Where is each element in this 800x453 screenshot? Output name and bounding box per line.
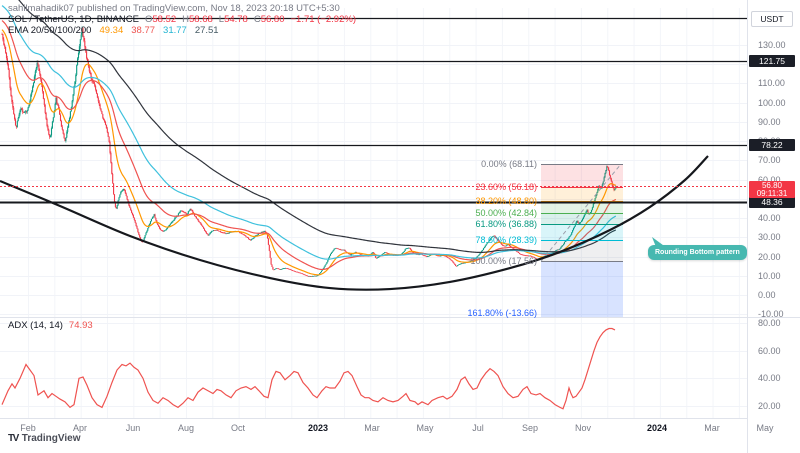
fib-level-label: 61.80% (36.88) xyxy=(475,219,537,230)
price-tick: 110.00 xyxy=(758,78,785,89)
time-tick: Oct xyxy=(230,423,245,433)
tradingview-logo-text: TradingView xyxy=(21,433,81,444)
price-tick: 130.00 xyxy=(758,40,786,50)
adx-tick: 60.00 xyxy=(758,345,781,356)
ohlc-value: 54.78 xyxy=(224,13,248,25)
adx-legend[interactable]: ADX (14, 14) 74.93 xyxy=(8,320,93,331)
time-tick-year: 2023 xyxy=(307,423,329,433)
fib-level-label: 23.60% (56.18) xyxy=(475,181,537,192)
ohlc-value: 58.68 xyxy=(188,13,213,25)
ohlc-key: C xyxy=(253,13,261,25)
tradingview-logo[interactable]: TV TradingView xyxy=(8,433,81,444)
symbol-title: SOL / TetherUS, 1D, BINANCE xyxy=(8,13,139,25)
fib-level-label: 78.60% (28.39) xyxy=(475,235,537,246)
ema-legend-label: EMA 20/50/100/200 xyxy=(8,25,92,36)
time-tick: Apr xyxy=(72,423,87,433)
price-tick: 100.00 xyxy=(758,97,786,108)
adx-tick: 40.00 xyxy=(758,373,781,384)
time-tick: Aug xyxy=(177,423,194,433)
ohlc-key: L xyxy=(218,13,225,25)
time-tick: Nov xyxy=(574,423,591,433)
time-tick: Mar xyxy=(364,423,380,433)
fib-level-label: 38.20% (48.80) xyxy=(475,196,537,207)
ohlc-value: 58.52 xyxy=(152,13,177,25)
ohlc-key: H xyxy=(182,13,189,25)
last-price: 56.80 xyxy=(761,180,783,190)
time-tick: May xyxy=(416,423,434,433)
price-tick: 20.00 xyxy=(758,251,781,262)
price-axis[interactable]: USDT 130.00 110.00 100.00 90.00 80.00 70.00 60… xyxy=(747,0,800,453)
time-axis[interactable]: Feb Apr Jun Aug Oct 2023 Mar May Jul Sep Nov 2024 Ma… xyxy=(0,418,774,439)
adx-value: 74.93 xyxy=(68,320,93,331)
ohlc-value: 56.80 xyxy=(260,13,285,25)
pattern-callout[interactable]: Rounding Bottom pattern xyxy=(648,237,747,260)
time-tick: Jul xyxy=(472,423,484,433)
price-tick: 30.00 xyxy=(758,232,781,243)
time-tick: Jun xyxy=(125,423,141,433)
price-level-badge: 78.22 xyxy=(749,138,795,151)
fib-level-label: 50.00% (42.84) xyxy=(475,207,537,218)
price-tick: 70.00 xyxy=(758,155,781,166)
price-tick: 40.00 xyxy=(758,213,781,224)
bar-countdown: 09:11:31 xyxy=(756,189,788,199)
price-tick: 10.00 xyxy=(758,270,781,281)
ema-value: 27.51 xyxy=(194,25,219,36)
price-level-badge: 48.36 xyxy=(749,196,795,208)
ema-legend[interactable]: EMA 20/50/100/200 49.34 38.77 31.77 27.51 xyxy=(8,25,219,36)
price-tick: 0.00 xyxy=(758,290,776,300)
time-tick-year: 2024 xyxy=(646,423,668,433)
price-axis-unit-button[interactable]: USDT xyxy=(751,11,793,27)
time-tick: Mar xyxy=(704,423,720,433)
published-attribution: sahilmahadik07 published on TradingView.… xyxy=(8,3,340,14)
callout-text: Rounding Bottom pattern xyxy=(655,249,740,256)
adx-legend-label: ADX (14, 14) xyxy=(8,320,63,331)
price-tick: -10.00 xyxy=(758,309,784,320)
fib-level-label: 0.00% (68.11) xyxy=(481,159,537,170)
symbol-legend[interactable]: SOL / TetherUS, 1D, BINANCE O58.52 H58.68 L… xyxy=(8,14,356,25)
fib-level-label: 100.00% (17.56) xyxy=(470,256,537,267)
callout-pointer-icon xyxy=(652,237,666,247)
ema-value: 49.34 xyxy=(99,25,124,36)
ohlc-key: O xyxy=(144,13,153,25)
time-tick: Feb xyxy=(20,423,36,433)
price-level-badge: 121.75 xyxy=(749,54,795,67)
adx-tick: 80.00 xyxy=(758,318,781,328)
tradingview-logo-icon: TV xyxy=(8,433,19,444)
time-tick: May xyxy=(756,423,774,433)
change-value: −1.71 (−2.92%) xyxy=(290,13,357,25)
fib-level-label: 161.80% (-13.66) xyxy=(467,308,537,318)
ema-value: 38.77 xyxy=(131,25,156,36)
last-price-badge: 56.80 09:11:31 xyxy=(749,180,795,199)
ema-value: 31.77 xyxy=(163,25,187,36)
price-tick: 60.00 xyxy=(758,174,781,185)
adx-tick: 20.00 xyxy=(758,400,781,411)
ema-values: 49.34 38.77 31.77 27.51 xyxy=(91,25,218,36)
ohlc-values: O58.52 H58.68 L54.78 C56.80 xyxy=(139,14,285,25)
price-tick: 90.00 xyxy=(758,116,781,127)
time-tick: Sep xyxy=(521,423,538,433)
